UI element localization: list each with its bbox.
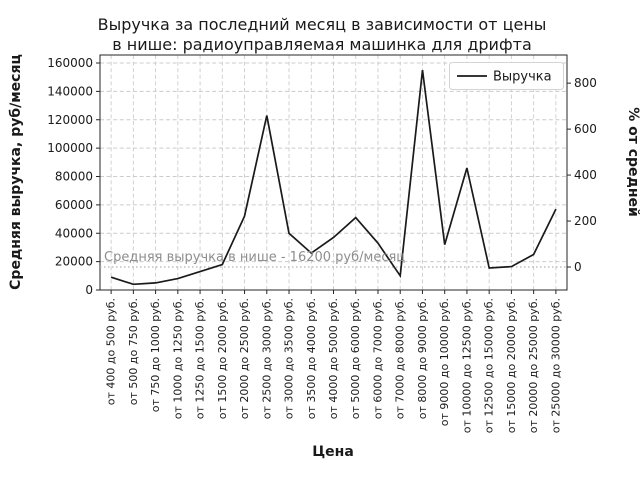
legend-box <box>449 62 564 90</box>
y-tick-label-left: 20000 <box>55 255 93 269</box>
x-tick-label: от 1500 до 2000 руб. <box>216 298 229 419</box>
series-line-revenue <box>110 69 557 286</box>
legend-label: Выручка <box>493 70 552 85</box>
tick-layer: от 400 до 500 руб. от 500 до 750 руб. от 7… <box>47 56 597 433</box>
y-tick-label-left: 40000 <box>55 226 93 240</box>
y-axis-label-left: Средняя выручка, руб/месяц <box>8 54 24 290</box>
chart-title-line2: в нише: радиоуправляемая машинка для дри… <box>112 35 532 54</box>
y-tick-label-left: 100000 <box>47 141 93 155</box>
average-annotation: Средняя выручка в нише - 16200 руб/месяц <box>104 250 405 265</box>
x-tick-label: от 7000 до 8000 руб. <box>394 298 407 419</box>
x-tick-label: от 5000 до 6000 руб. <box>349 298 362 419</box>
x-tick-label: от 1250 до 1500 руб. <box>194 298 207 419</box>
y-tick-label-left: 160000 <box>47 56 93 70</box>
x-tick-label: от 15000 до 20000 руб. <box>505 298 518 433</box>
y-tick-label-left: 60000 <box>55 198 93 212</box>
x-tick-label: от 3000 до 3500 руб. <box>283 298 296 419</box>
x-tick-label: от 1000 до 1250 руб. <box>171 298 184 419</box>
x-tick-label: от 2000 до 2500 руб. <box>238 298 251 419</box>
x-tick-label: от 3500 до 4000 руб. <box>305 298 318 419</box>
x-tick-label: от 4000 до 5000 руб. <box>327 298 340 419</box>
x-tick-label: от 750 до 1000 руб. <box>149 298 162 412</box>
y-tick-label-left: 80000 <box>55 170 93 184</box>
x-axis-label: Цена <box>312 444 354 460</box>
x-tick-label: от 6000 до 7000 руб. <box>371 298 384 419</box>
y-tick-label-right: 0 <box>574 260 582 274</box>
x-tick-label: от 10000 до 12500 руб. <box>460 298 473 433</box>
x-tick-label: от 20000 до 25000 руб. <box>527 298 540 433</box>
y-tick-label-left: 120000 <box>47 113 93 127</box>
x-tick-label: от 400 до 500 руб. <box>105 298 118 405</box>
y-tick-label-right: 800 <box>574 76 597 90</box>
legend: Выручка <box>449 62 564 90</box>
y-tick-label-right: 200 <box>574 214 597 228</box>
y-tick-label-right: 600 <box>574 122 597 136</box>
chart-title-line1: Выручка за последний месяц в зависимости… <box>98 15 547 34</box>
x-tick-label: от 500 до 750 руб. <box>127 298 140 405</box>
x-tick-label: от 25000 до 30000 руб. <box>549 298 562 433</box>
y-tick-label-left: 0 <box>85 283 93 297</box>
y-tick-label-right: 400 <box>574 168 597 182</box>
y-axis-label-right: % от средней <box>625 107 640 217</box>
x-tick-label: от 12500 до 15000 руб. <box>483 298 496 433</box>
x-tick-label: от 8000 до 9000 руб. <box>416 298 429 419</box>
x-tick-label: от 9000 до 10000 руб. <box>438 298 451 426</box>
x-tick-label: от 2500 до 3000 руб. <box>260 298 273 419</box>
y-tick-label-left: 140000 <box>47 84 93 98</box>
